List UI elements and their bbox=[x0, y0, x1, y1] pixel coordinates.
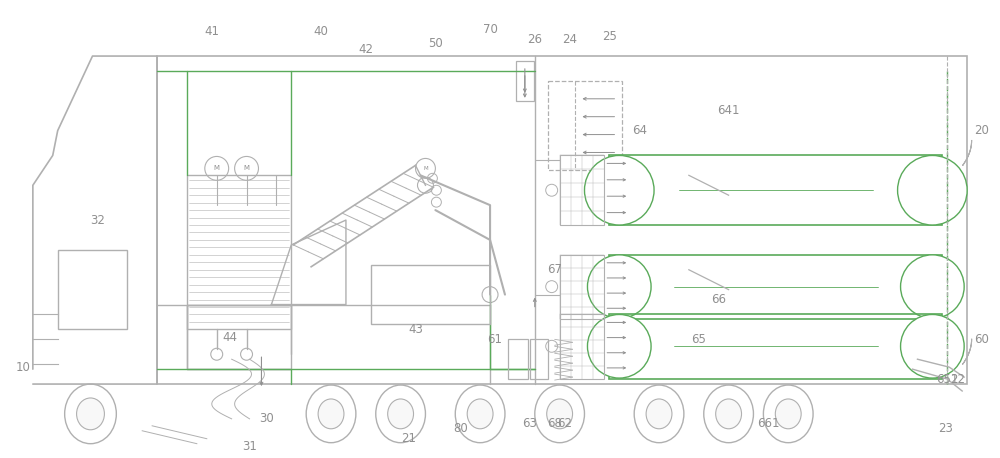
Bar bbox=[187, 175, 291, 329]
Text: 22: 22 bbox=[950, 373, 965, 386]
Text: 65: 65 bbox=[691, 333, 706, 346]
Ellipse shape bbox=[547, 399, 573, 429]
Text: 641: 641 bbox=[717, 104, 740, 117]
Bar bbox=[560, 315, 604, 379]
Text: 25: 25 bbox=[602, 30, 617, 43]
Bar bbox=[371, 265, 490, 324]
Bar bbox=[157, 56, 967, 384]
Text: 20: 20 bbox=[975, 124, 989, 137]
Text: 80: 80 bbox=[453, 422, 468, 435]
Bar bbox=[548, 81, 622, 170]
Text: 41: 41 bbox=[204, 25, 219, 38]
Text: M: M bbox=[423, 166, 428, 171]
Text: 68: 68 bbox=[547, 417, 562, 431]
Text: 66: 66 bbox=[711, 293, 726, 306]
Text: 61: 61 bbox=[488, 333, 503, 346]
Text: 40: 40 bbox=[314, 25, 329, 38]
Text: 32: 32 bbox=[90, 213, 105, 227]
Ellipse shape bbox=[318, 399, 344, 429]
Text: M: M bbox=[244, 165, 250, 171]
Circle shape bbox=[587, 315, 651, 378]
Text: 50: 50 bbox=[428, 37, 443, 49]
Text: 70: 70 bbox=[483, 23, 497, 36]
Text: 44: 44 bbox=[222, 331, 237, 344]
Text: 10: 10 bbox=[15, 360, 30, 374]
Text: 24: 24 bbox=[562, 33, 577, 46]
Text: 23: 23 bbox=[938, 422, 953, 435]
Circle shape bbox=[901, 255, 964, 318]
Bar bbox=[609, 255, 942, 319]
Circle shape bbox=[901, 315, 964, 378]
Bar bbox=[516, 61, 534, 101]
Bar bbox=[609, 315, 942, 379]
Bar bbox=[560, 255, 604, 319]
Text: 651: 651 bbox=[936, 373, 958, 386]
Bar bbox=[560, 155, 604, 225]
Bar bbox=[508, 339, 528, 379]
Ellipse shape bbox=[716, 399, 742, 429]
Text: 64: 64 bbox=[632, 124, 647, 137]
Text: 42: 42 bbox=[358, 43, 373, 55]
Circle shape bbox=[898, 155, 967, 225]
Bar bbox=[58, 250, 127, 329]
Text: 62: 62 bbox=[557, 417, 572, 431]
Ellipse shape bbox=[388, 399, 414, 429]
Bar bbox=[187, 305, 291, 369]
Circle shape bbox=[584, 155, 654, 225]
Text: 31: 31 bbox=[242, 440, 257, 453]
Ellipse shape bbox=[646, 399, 672, 429]
Bar bbox=[609, 155, 942, 225]
Text: 26: 26 bbox=[527, 33, 542, 46]
Text: 30: 30 bbox=[259, 412, 274, 425]
Ellipse shape bbox=[77, 398, 104, 430]
Circle shape bbox=[587, 255, 651, 318]
Ellipse shape bbox=[775, 399, 801, 429]
Text: 21: 21 bbox=[401, 432, 416, 445]
Text: 67: 67 bbox=[547, 263, 562, 276]
Text: 63: 63 bbox=[522, 417, 537, 431]
Text: 661: 661 bbox=[757, 417, 780, 431]
Text: M: M bbox=[214, 165, 220, 171]
Ellipse shape bbox=[467, 399, 493, 429]
Text: 60: 60 bbox=[975, 333, 989, 346]
Bar bbox=[530, 339, 548, 379]
Text: 43: 43 bbox=[408, 323, 423, 336]
